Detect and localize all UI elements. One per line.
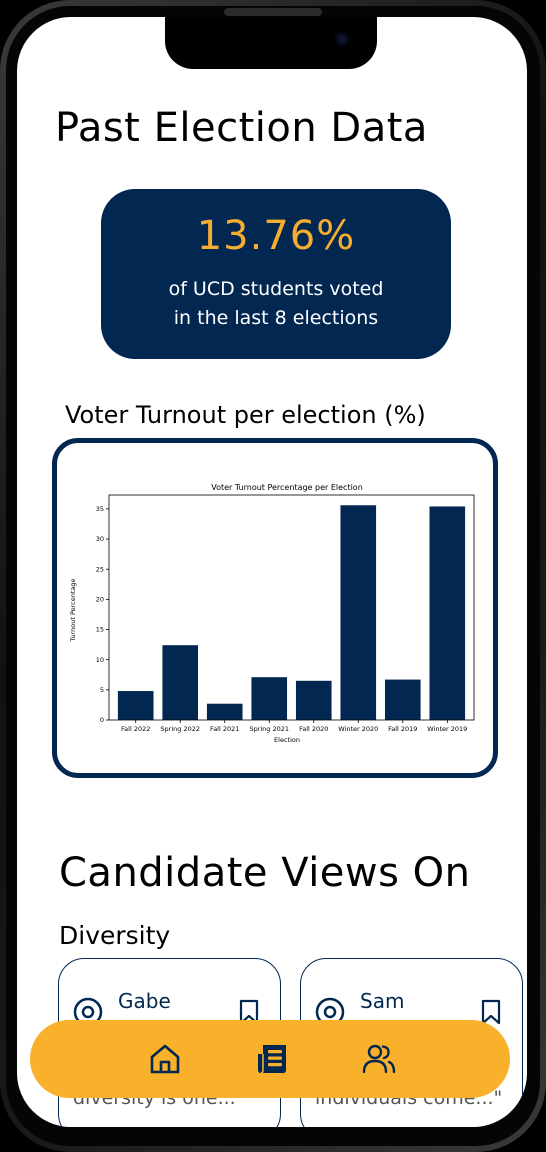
topic-label: Diversity xyxy=(59,921,171,950)
app-screen: Past Election Data 13.76% of UCD student… xyxy=(17,17,527,1127)
bookmark-icon[interactable] xyxy=(238,999,260,1025)
chart-x-tick-label: Fall 2019 xyxy=(388,725,417,733)
camera-notch xyxy=(165,17,377,69)
speaker-grille xyxy=(224,8,322,16)
chart-x-tick-label: Winter 2020 xyxy=(338,725,378,733)
chart-bar xyxy=(429,506,466,720)
candidate-views-heading: Candidate Views On xyxy=(59,850,471,896)
bookmark-icon[interactable] xyxy=(480,999,502,1025)
chart-x-tick-label: Fall 2020 xyxy=(299,725,328,733)
chart-bar xyxy=(251,677,288,720)
chart-title: Voter Turnout Percentage per Election xyxy=(211,483,363,492)
turnout-summary-card: 13.76% of UCD students voted in the last… xyxy=(101,189,451,359)
chart-y-tick-label: 30 xyxy=(96,535,104,543)
chart-y-tick-label: 25 xyxy=(96,565,104,573)
chart-bar xyxy=(206,703,243,720)
bottom-nav-bar xyxy=(30,1020,510,1098)
chart-bar xyxy=(162,645,199,720)
home-icon[interactable] xyxy=(148,1042,182,1076)
newspaper-icon[interactable] xyxy=(255,1042,289,1076)
candidate-name: Sam xyxy=(360,989,405,1013)
chart-x-tick-label: Winter 2019 xyxy=(427,725,467,733)
turnout-percentage: 13.76% xyxy=(196,213,356,259)
page-title: Past Election Data xyxy=(55,105,428,151)
chart-bar xyxy=(384,679,421,720)
chart-bar xyxy=(295,680,332,720)
chart-y-tick-label: 5 xyxy=(100,686,104,694)
chart-bar xyxy=(117,691,154,720)
chart-x-tick-label: Spring 2021 xyxy=(249,725,289,733)
chart-y-axis-label: Turnout Percentage xyxy=(69,578,77,642)
chart-x-tick-label: Fall 2022 xyxy=(121,725,150,733)
chart-plot-frame xyxy=(108,494,475,721)
turnout-chart-card: Voter Turnout Percentage per Election Tu… xyxy=(52,438,498,778)
front-camera xyxy=(335,32,349,46)
turnout-caption: of UCD students voted in the last 8 elec… xyxy=(168,278,384,329)
chart-x-axis-label: Election xyxy=(274,736,300,744)
chart-x-tick-label: Spring 2022 xyxy=(160,725,200,733)
chart-y-tick-label: 10 xyxy=(96,656,104,664)
chart-y-tick-label: 15 xyxy=(96,626,104,634)
chart-section-heading: Voter Turnout per election (%) xyxy=(65,401,426,429)
turnout-bar-chart: Voter Turnout Percentage per Election Tu… xyxy=(69,483,475,744)
chart-x-tick-label: Fall 2021 xyxy=(210,725,239,733)
chart-y-tick-label: 0 xyxy=(100,716,104,724)
chart-y-tick-label: 35 xyxy=(96,505,104,513)
chart-bar xyxy=(340,505,377,720)
chart-y-tick-label: 20 xyxy=(96,596,104,604)
candidate-name: Gabe xyxy=(118,989,171,1013)
people-icon[interactable] xyxy=(362,1042,396,1076)
